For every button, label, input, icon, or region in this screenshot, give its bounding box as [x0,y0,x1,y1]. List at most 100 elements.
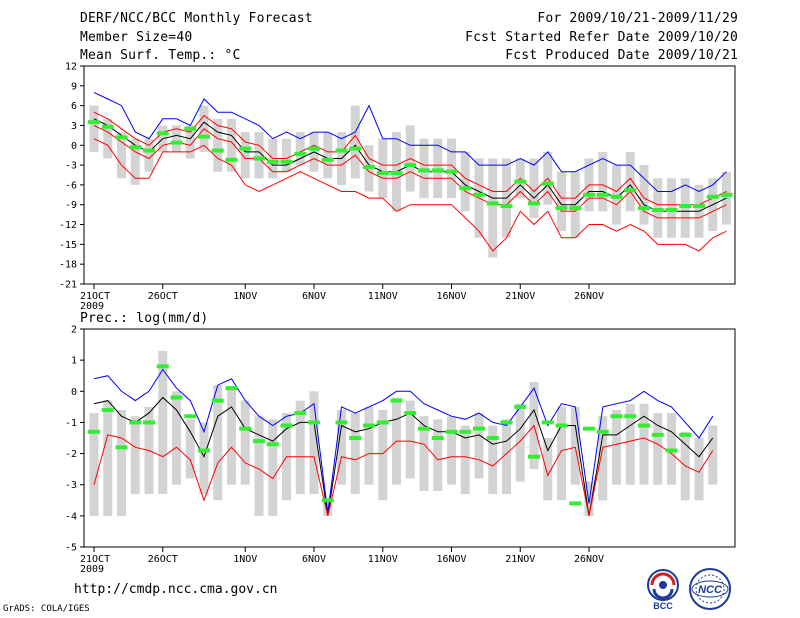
temp-plot-frame [83,65,736,285]
temp-median-marker [170,140,183,145]
temp-spread-bar [103,118,113,159]
precip-spread-bar [89,413,99,516]
temp-x-tick-label: 11NOV [368,291,398,302]
precip-y-tick-label: 1 [71,356,77,367]
precip-median-marker [156,364,169,369]
temp-median-marker [184,126,197,131]
precip-spread-bar [254,416,264,516]
precip-median-marker [170,395,183,400]
precip-median-marker [308,420,320,425]
temp-median-marker [596,192,609,197]
forecast-produced-label: Fcst Produced Date 2009/10/21 [505,48,738,63]
temp-x-tick-label: 21NOV [505,291,535,302]
precip-spread-bar [158,350,168,495]
precip-plot-frame [83,328,736,548]
precip-year-label: 2009 [80,564,104,575]
precip-median-marker [418,426,430,431]
temp-median-marker [528,201,540,206]
temp-spread-bar [625,151,635,212]
temp-median-marker [569,206,582,211]
temp-spread-bar [447,138,456,199]
temp-median-marker [280,159,293,164]
temp-upper-line [93,91,727,193]
temp-median-marker [431,168,444,173]
temp-median-marker [583,192,595,197]
temp-x-tick-label: 1NOV [233,291,257,302]
temp-spread-bar [227,118,236,172]
temp-median-marker [706,194,719,199]
precip-spread-bar [584,481,594,516]
source-url[interactable]: http://cmdp.ncc.cma.gov.cn [74,582,278,597]
precip-median-marker [651,432,664,437]
precip-panel-title: Prec.: log(mm/d) [80,311,209,326]
temp-median-marker [555,206,568,211]
precip-spread-bar [653,413,663,485]
temp-median-marker [514,179,527,184]
temp-x-tick-label: 26NOV [574,291,604,302]
temp-median-marker [156,131,169,136]
precip-x-tick-label: 6NOV [302,554,326,565]
temp-median-marker [459,186,472,191]
temp-y-tick-label: 3 [71,121,77,132]
precip-y-tick-label: -4 [65,511,77,522]
temp-median-marker [198,134,210,139]
precip-x-tick-label: 26NOV [574,554,604,565]
precip-median-marker [473,426,485,431]
temp-y-tick-label: -12 [59,220,77,231]
precip-median-marker [555,423,568,428]
precip-spread-bar [199,422,209,495]
temp-lower-line [93,138,727,252]
precip-spread-bar [419,416,429,491]
temp-spread-bar [323,132,333,179]
temp-spread-bar [378,138,388,199]
precip-spread-bar [213,385,223,501]
precip-spread-bar [268,419,278,516]
precip-median-marker [88,429,100,434]
precip-x-tick-label: 21NOV [505,554,535,565]
temp-spread-bar [598,151,608,212]
temp-spread-bar [282,138,291,172]
precip-spread-bar [557,406,566,501]
temp-median-marker [665,208,678,213]
figure-title: DERF/NCC/BCC Monthly Forecast [80,11,313,26]
precip-x-tick-label: 26OCT [148,554,178,565]
precip-spread-bar [405,400,415,479]
precip-median-marker [486,436,499,440]
temp-median-marker [541,181,554,186]
temp-spread-bar [254,132,264,179]
precip-spread-bar [447,416,456,485]
precip-median-marker [335,420,348,425]
precip-upper-line [93,368,714,513]
variable-label: Mean Surf. Temp.: °C [80,48,241,63]
precip-spread-bar [309,391,319,495]
precip-spread-bar [337,409,346,485]
precip-median-marker [115,445,128,450]
temp-spread-bar [557,171,566,232]
precip-median-marker [294,411,307,416]
precip-x-tick-label: 21OCT [80,554,110,565]
temp-median-marker [404,163,417,168]
temp-median-marker [239,146,252,151]
precip-median-marker [349,436,362,440]
temp-spread-bar [460,151,470,212]
ncc-logo-icon: NCC [689,568,731,610]
precip-spread-bar [103,400,113,516]
precip-y-tick-label: 0 [71,387,77,398]
temp-spread-bar [350,105,360,179]
precip-spread-bar [598,416,608,501]
temp-y-tick-label: -21 [59,280,77,291]
temp-spread-bar [130,138,140,185]
precip-median-marker [184,414,197,419]
temp-median-marker [363,165,375,170]
precip-x-tick-label: 1NOV [233,554,257,565]
temp-median-marker [308,146,320,151]
precip-spread-bar [515,403,525,482]
precip-median-marker [198,448,210,453]
temp-spread-bar [89,105,99,152]
temp-y-tick-label: -18 [59,260,77,271]
temp-x-tick-label: 6NOV [302,291,326,302]
precip-median-marker [129,420,142,425]
grads-credit: GrADS: COLA/IGES [3,604,90,614]
precip-median-marker [638,423,650,428]
